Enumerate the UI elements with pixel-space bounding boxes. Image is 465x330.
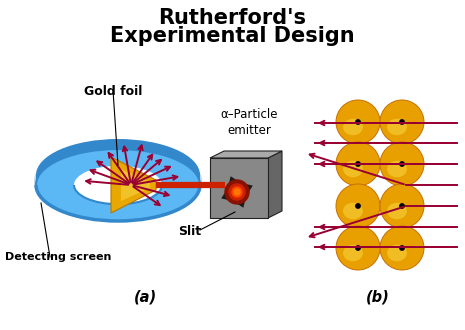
Ellipse shape (36, 139, 200, 211)
Text: (b): (b) (366, 290, 390, 305)
Ellipse shape (343, 119, 363, 135)
Text: Experimental Design: Experimental Design (110, 26, 354, 46)
Ellipse shape (36, 149, 200, 221)
Circle shape (232, 187, 242, 197)
Ellipse shape (336, 226, 380, 270)
Circle shape (400, 120, 404, 124)
Polygon shape (221, 176, 253, 208)
Ellipse shape (380, 184, 424, 228)
Ellipse shape (380, 142, 424, 186)
Text: Slit: Slit (179, 225, 201, 238)
Circle shape (356, 204, 360, 208)
Ellipse shape (336, 142, 380, 186)
Circle shape (400, 162, 404, 166)
Polygon shape (162, 175, 200, 185)
Ellipse shape (343, 161, 363, 177)
Ellipse shape (74, 166, 162, 204)
Ellipse shape (380, 100, 424, 144)
Circle shape (234, 189, 240, 195)
Ellipse shape (343, 245, 363, 261)
Ellipse shape (343, 203, 363, 219)
Circle shape (400, 246, 404, 250)
Ellipse shape (36, 149, 200, 221)
Ellipse shape (380, 226, 424, 270)
Circle shape (225, 180, 249, 204)
Polygon shape (111, 157, 156, 213)
Circle shape (356, 120, 360, 124)
Ellipse shape (336, 184, 380, 228)
Text: (a): (a) (133, 290, 157, 305)
Circle shape (356, 162, 360, 166)
Polygon shape (36, 175, 74, 185)
Text: Rutherford's: Rutherford's (158, 8, 306, 28)
Ellipse shape (387, 119, 407, 135)
Circle shape (356, 246, 360, 250)
Ellipse shape (74, 156, 162, 194)
Circle shape (229, 184, 245, 200)
Ellipse shape (34, 143, 202, 219)
Circle shape (400, 204, 404, 208)
Ellipse shape (387, 245, 407, 261)
Ellipse shape (336, 100, 380, 144)
Text: α–Particle
emitter: α–Particle emitter (220, 108, 278, 137)
Polygon shape (268, 151, 282, 218)
Polygon shape (210, 151, 282, 158)
Ellipse shape (387, 203, 407, 219)
Polygon shape (210, 158, 268, 218)
Text: Detecting screen: Detecting screen (5, 252, 112, 262)
Ellipse shape (74, 166, 162, 204)
Ellipse shape (387, 161, 407, 177)
Text: Gold foil: Gold foil (84, 85, 142, 98)
Polygon shape (121, 169, 150, 201)
